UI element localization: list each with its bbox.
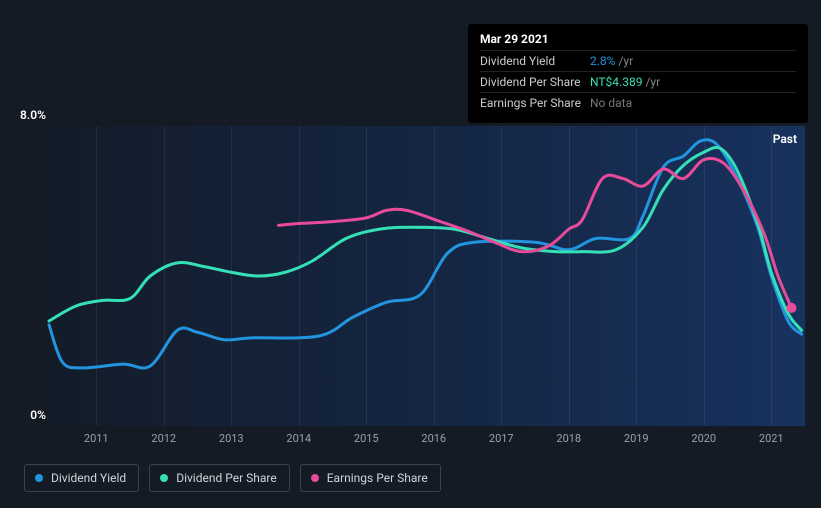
legend-label: Earnings Per Share [327,471,428,485]
x-axis-tick: 2020 [691,432,716,445]
x-axis-tick: 2012 [151,432,176,445]
x-axis-tick: 2016 [421,432,446,445]
tooltip-label: Dividend Per Share [480,75,590,89]
tooltip-row: Earnings Per Share No data [480,92,796,113]
x-axis-tick: 2014 [286,432,311,445]
x-axis-tick: 2019 [624,432,649,445]
legend-item-dividend-per-share[interactable]: Dividend Per Share [149,464,290,492]
legend-label: Dividend Yield [51,471,126,485]
legend-dot-icon [160,474,168,482]
legend: Dividend Yield Dividend Per Share Earnin… [24,464,441,492]
tooltip-label: Earnings Per Share [480,96,590,110]
plot-area[interactable]: Past [49,126,805,426]
x-axis-tick: 2011 [84,432,109,445]
legend-dot-icon [35,474,43,482]
y-axis-tick-min: 0% [30,408,46,422]
tooltip-label: Dividend Yield [480,54,590,68]
legend-item-earnings-per-share[interactable]: Earnings Per Share [300,464,441,492]
tooltip-value: No data [590,96,632,110]
legend-dot-icon [311,474,319,482]
x-axis-tick: 2015 [354,432,379,445]
tooltip-value: 2.8% [590,54,615,68]
tooltip-value: NT$4.389 [590,75,642,89]
tooltip-row: Dividend Per Share NT$4.389 /yr [480,71,796,92]
legend-item-dividend-yield[interactable]: Dividend Yield [24,464,139,492]
tooltip-date: Mar 29 2021 [480,32,796,50]
tooltip-row: Dividend Yield 2.8% /yr [480,50,796,71]
chart-container: Mar 29 2021 Dividend Yield 2.8% /yr Divi… [16,16,805,456]
y-axis-tick-max: 8.0% [20,108,46,122]
legend-label: Dividend Per Share [176,471,277,485]
chart-svg [49,126,805,426]
x-axis-tick: 2017 [489,432,514,445]
x-axis-tick: 2013 [219,432,244,445]
tooltip-unit: /yr [645,75,660,89]
x-axis: 2011 2012 2013 2014 2015 2016 2017 2018 2019 2020… [49,432,805,452]
x-axis-tick: 2021 [759,432,784,445]
x-axis-tick: 2018 [556,432,581,445]
tooltip-unit: /yr [618,54,633,68]
chart-tooltip: Mar 29 2021 Dividend Yield 2.8% /yr Divi… [468,24,808,123]
